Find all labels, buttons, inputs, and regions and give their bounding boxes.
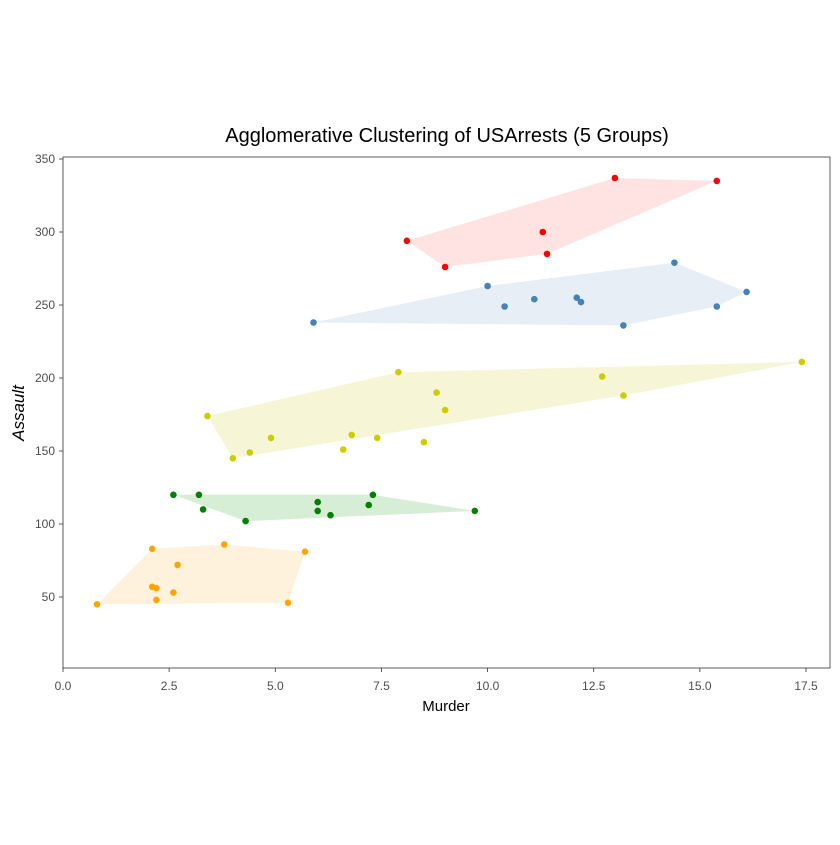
cluster-2-point-9: [573, 294, 580, 302]
y-axis-ticks: 50 100 150 200 250 300 350: [35, 152, 63, 604]
cluster-4-point-6: [199, 506, 207, 513]
plot-border: [62, 156, 831, 669]
cluster-3-point-13: [246, 449, 254, 456]
cluster-4-point-1: [170, 491, 177, 499]
cluster-2-point-5: [310, 319, 317, 326]
x-tick-label: 5.0: [267, 679, 284, 693]
y-tick-label: 50: [42, 590, 56, 604]
cluster-4-point-2: [195, 491, 203, 499]
cluster-3-point-7: [204, 412, 211, 420]
cluster-2-point-3: [713, 303, 721, 310]
cluster-4-point-9: [327, 511, 334, 519]
cluster-1-point-2: [713, 177, 721, 185]
cluster-3-point-5: [620, 392, 627, 399]
cluster-5-point-10: [284, 599, 292, 607]
cluster-3-point-3: [598, 373, 606, 380]
data-points: [93, 174, 806, 608]
x-tick-label: 17.5: [794, 679, 818, 693]
cluster-hulls: [97, 178, 802, 605]
x-axis-ticks: 0.0 2.5 5.0 7.5 10.0 12.5 15.0 17.5: [55, 668, 818, 693]
y-axis-label: Assault: [9, 384, 28, 442]
cluster-4-point-7: [314, 507, 322, 515]
x-tick-label: 0.0: [55, 679, 72, 693]
chart-title: Agglomerative Clustering of USArrests (5…: [225, 125, 669, 147]
cluster-hull-3: [207, 361, 802, 459]
x-tick-label: 2.5: [161, 679, 178, 693]
cluster-5-point-9: [93, 601, 101, 608]
cluster-3-point-12: [339, 446, 347, 453]
cluster-5-point-3: [301, 548, 309, 555]
cluster-3-point-8: [348, 431, 356, 439]
cluster-3-point-1: [798, 358, 806, 366]
cluster-2-point-1: [671, 259, 678, 267]
cluster-hull-4: [173, 494, 475, 522]
cluster-hull-2: [313, 262, 747, 326]
cluster-4-point-4: [314, 498, 322, 506]
cluster-1-point-6: [543, 250, 551, 258]
cluster-2-point-8: [531, 295, 538, 303]
y-tick-label: 300: [35, 225, 55, 239]
x-tick-label: 10.0: [476, 679, 500, 693]
x-axis-label: Murder: [422, 698, 470, 715]
cluster-hull-5: [97, 544, 305, 605]
cluster-3-point-11: [420, 438, 428, 446]
cluster-2-point-6: [484, 282, 491, 290]
cluster-3-point-2: [395, 368, 402, 376]
cluster-3-point-9: [267, 434, 275, 442]
cluster-4-point-5: [365, 501, 373, 509]
cluster-1-point-5: [441, 263, 449, 271]
x-tick-label: 12.5: [582, 679, 606, 693]
cluster-2-point-7: [501, 303, 508, 310]
cluster-1-point-3: [403, 237, 411, 245]
cluster-5-point-8: [153, 596, 160, 604]
x-tick-label: 7.5: [373, 679, 390, 693]
cluster-3-point-6: [441, 406, 449, 414]
y-tick-label: 150: [35, 444, 55, 458]
y-tick-label: 350: [35, 152, 55, 166]
cluster-1-point-1: [611, 174, 619, 182]
cluster-5-point-1: [221, 541, 228, 548]
cluster-3-point-14: [229, 455, 237, 462]
cluster-5-point-2: [148, 545, 156, 553]
cluster-3-point-4: [433, 389, 440, 396]
cluster-2-point-4: [620, 322, 627, 329]
cluster-1-point-4: [539, 228, 547, 236]
cluster-4-point-8: [471, 507, 479, 515]
cluster-hull-1: [406, 178, 717, 267]
cluster-4-point-3: [369, 491, 377, 499]
y-tick-label: 200: [35, 371, 55, 385]
cluster-3-point-10: [373, 434, 381, 442]
cluster-2-point-10: [577, 298, 585, 306]
cluster-5-point-4: [174, 561, 181, 569]
cluster-5-point-7: [170, 589, 177, 596]
cluster-5-point-6: [153, 584, 160, 592]
x-tick-label: 15.0: [688, 679, 712, 693]
cluster-2-point-2: [743, 288, 750, 296]
y-tick-label: 250: [35, 298, 55, 312]
y-tick-label: 100: [35, 517, 55, 531]
cluster-4-point-10: [242, 517, 249, 525]
